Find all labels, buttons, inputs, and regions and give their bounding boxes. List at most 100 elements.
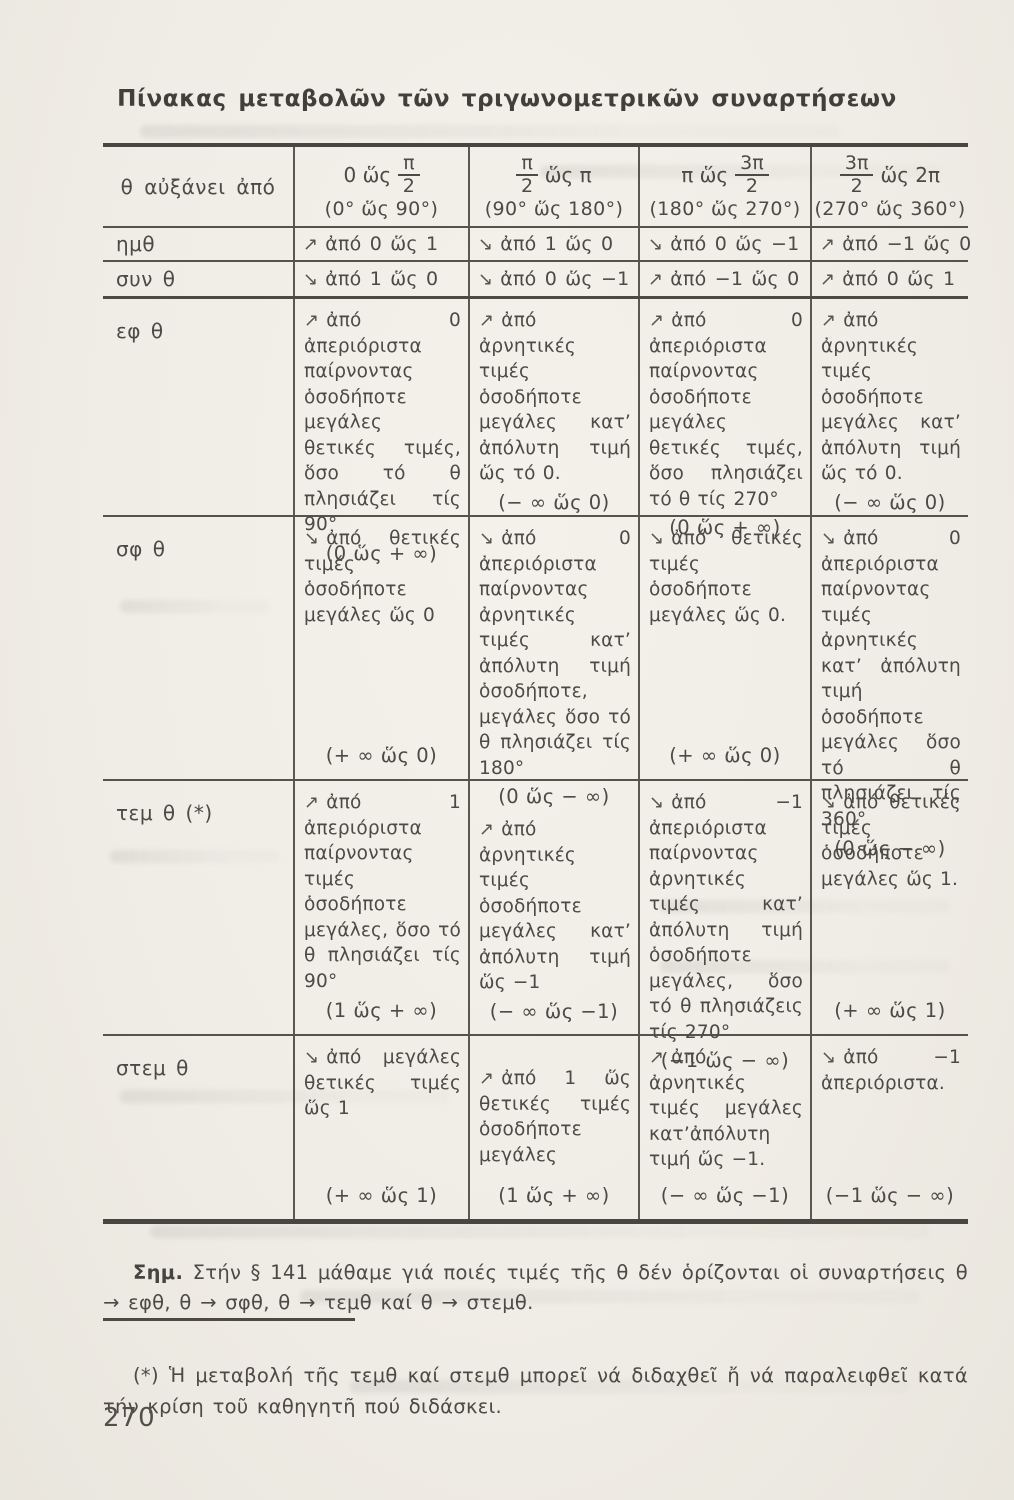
header-range-pre: π ὥς — [681, 162, 729, 187]
header-degrees: (90° ὥς 180°) — [484, 198, 624, 221]
trend-arrow: ↘ — [821, 792, 837, 813]
bleed-through-smudge — [120, 600, 270, 613]
trend-arrow: ↘ — [304, 1047, 320, 1068]
cell-text: ἀπό 0 ὥς −1 — [500, 268, 630, 290]
table-cell: ↘ ἀπό 0 ὥς −1 — [470, 262, 640, 296]
row-label: εφ θ — [103, 299, 295, 515]
cell-range: (0 ὥς + ∞) — [669, 516, 781, 540]
bleed-through-smudge — [660, 900, 950, 913]
table-row-cosine: συν θ ↘ ἀπό 1 ὥς 0 ↘ ἀπό 0 ὥς −1 ↗ ἀπό −1 ὥ… — [103, 262, 968, 299]
corner-header-cell: θ αὐξάνει ἀπό — [103, 147, 295, 226]
header-cell-quadrant-3: π ὥς 3π 2 (180° ὥς 270°) — [640, 147, 812, 226]
cell-range: (− ∞ ὥς 0) — [498, 490, 610, 514]
trend-arrow: ↗ — [479, 1068, 495, 1089]
cell-text: ἀπό 0 ὥς 1 — [842, 268, 956, 290]
cell-range: (−1 ὥς − ∞) — [660, 1049, 790, 1073]
table-cell: ↘ ἀπό θετικές τιμές ὁσοδήποτε μεγάλες ὥς … — [295, 517, 470, 779]
trend-arrow: ↘ — [478, 268, 494, 290]
trend-arrow: ↗ — [649, 1047, 665, 1068]
trend-arrow: ↘ — [649, 792, 665, 813]
cell-text: ἀπό 0 ἀπεριόριστα παίρνοντας ὁσοδήποτε μ… — [304, 310, 461, 536]
row-label: σφ θ — [103, 517, 295, 779]
table-cell: ↘ ἀπό 1 ὥς 0 — [470, 228, 640, 260]
cell-range: (1 ὥς + ∞) — [325, 999, 438, 1022]
table-cell: ↗ ἀπό −1 ὥς 0 — [640, 262, 812, 296]
cell-text: ἀπό ἀρνητικές τιμές ὁσοδήποτε μεγάλες κα… — [479, 819, 631, 994]
table-cell: ↘ ἀπό 1 ὥς 0 — [295, 262, 470, 296]
bleed-through-smudge — [110, 850, 280, 863]
trend-arrow: ↗ — [821, 310, 837, 331]
trend-arrow: ↗ — [479, 310, 495, 331]
table-cell: ↗ ἀπό ἀρνητικές τιμές ὁσοδήποτε μεγάλες κ… — [470, 781, 640, 1034]
cell-text: ἀπό ἀρνητικές τιμές ὁσοδήποτε μεγάλες κα… — [821, 310, 961, 485]
fraction: 3π 2 — [735, 153, 769, 197]
footnote-marker: (*) — [133, 1363, 159, 1387]
fraction: 3π 2 — [839, 153, 874, 197]
table-cell: ↘ ἀπό −1 ἀπεριόριστα παίρνοντας ἀρνητικές… — [640, 781, 812, 1072]
cell-text: ἀπό −1 ὥς 0 — [670, 268, 800, 290]
cell-text: ἀπό 1 ὥς 0 — [325, 268, 439, 290]
table-row-secant: τεμ θ (*) ↗ ἀπό 1 ἀπεριόριστα παίρνοντας … — [103, 781, 968, 1072]
trend-arrow: ↘ — [304, 528, 320, 549]
cell-range: (−1 ὥς − ∞) — [825, 1184, 955, 1207]
row-label: τεμ θ (*) — [103, 781, 295, 1034]
page-title: Πίνακας μεταβολῶν τῶν τριγωνομετρικῶν συ… — [117, 86, 897, 112]
table-row-tangent: εφ θ ↗ ἀπό 0 ἀπεριόριστα παίρνοντας ὁσοδή… — [103, 299, 968, 565]
trend-arrow: ↗ — [304, 792, 320, 813]
table-cell: ↗ ἀπό 0 ἀπεριόριστα παίρνοντας ὁσοδήποτε … — [295, 299, 470, 565]
bleed-through-smudge — [660, 960, 950, 973]
table-cell: ↘ ἀπό 0 ἀπεριόριστα παίρνοντας τιμές ἀρνη… — [812, 517, 968, 860]
table-cell: ↗ ἀπό 1 ἀπεριόριστα παίρνοντας τιμές ὁσοδ… — [295, 781, 470, 1034]
table-cell: ↗ ἀπό ἀρνητικές τιμές ὁσοδήποτε μεγάλες κ… — [470, 299, 640, 515]
trend-arrow: ↗ — [649, 310, 665, 331]
bleed-through-smudge — [300, 1290, 920, 1303]
table-cell: ↗ ἀπό 0 ὥς 1 — [295, 228, 470, 260]
footnote-text: Ἡ μεταβολή τῆς τεμθ καί στεμθ μπορεῖ νά … — [103, 1363, 968, 1418]
cell-text: ἀπό −1 ἀπεριόριστα. — [821, 1047, 961, 1094]
cell-text: ἀπό 0 ἀπεριόριστα παίρνοντας τιμές ἀρνητ… — [821, 528, 961, 830]
table-cell: ↘ ἀπό θετικές τιμές ὁσοδήποτε μεγάλες ὥς … — [812, 781, 968, 1034]
cell-range: (0 ὥς + ∞) — [325, 541, 438, 565]
trend-arrow: ↗ — [648, 268, 664, 290]
cell-text: ἀπό 0 ὥς 1 — [325, 233, 439, 255]
header-degrees: (180° ὥς 270°) — [649, 198, 801, 221]
table-cell: ↗ ἀπό 0 ἀπεριόριστα παίρνοντας ὁσοδήποτε … — [640, 299, 812, 539]
row-label: συν θ — [103, 262, 295, 296]
trend-arrow: ↗ — [479, 819, 495, 840]
table-cell: ↘ ἀπό θετικές τιμές ὁσοδήποτε μεγάλες ὥς … — [640, 517, 812, 779]
table-row-cotangent: σφ θ ↘ ἀπό θετικές τιμές ὁσοδήποτε μεγάλε… — [103, 517, 968, 860]
cell-range: (− ∞ ὥς 0) — [834, 490, 946, 514]
cell-text: ἀπό 1 ὥς θετικές τιμές ὁσοδήποτε μεγάλες — [479, 1068, 631, 1166]
cell-text: ἀπό ἀρνητικές τιμές ὁσοδήποτε μεγάλες κα… — [479, 310, 631, 485]
trend-arrow: ↗ — [820, 233, 836, 255]
cell-range: (0 ὥς − ∞) — [834, 836, 946, 860]
table-cell: ↘ ἀπό 0 ἀπεριόριστα παίρνοντας ἀρνητικές … — [470, 517, 640, 808]
cell-text: ἀπό 0 ἀπεριόριστα παίρνοντας ἀρνητικές τ… — [479, 528, 631, 779]
table-cell: ↘ ἀπό μεγάλες θετικές τιμές ὥς 1 (+ ∞ ὥς … — [295, 1036, 470, 1219]
trend-arrow: ↘ — [478, 233, 494, 255]
cell-text: ἀπό θετικές τιμές ὁσοδήποτε μεγάλες ὥς 0 — [304, 528, 461, 626]
cell-text: ἀπό 0 ὥς −1 — [670, 233, 800, 255]
remark-label: Σημ. — [133, 1260, 184, 1284]
trend-arrow: ↘ — [821, 1047, 837, 1068]
cell-text: ἀπό −1 ὥς 0 — [842, 233, 972, 255]
cell-range: (+ ∞ ὥς 1) — [325, 1184, 438, 1207]
table-cell: ↗ ἀπό −1 ὥς 0 — [812, 228, 972, 260]
header-range-post: ὥς 2π — [880, 162, 941, 187]
cell-text: ἀπό θετικές τιμές ὁσοδήποτε μεγάλες ὥς 0… — [649, 528, 803, 626]
trend-arrow: ↘ — [303, 268, 319, 290]
table-row-cosecant: στεμ θ ↘ ἀπό μεγάλες θετικές τιμές ὥς 1 (… — [103, 1036, 968, 1219]
bleed-through-smudge — [120, 1090, 450, 1103]
cell-text: ἀπό −1 ἀπεριόριστα παίρνοντας ἀρνητικές … — [649, 792, 803, 1043]
cell-range: (+ ∞ ὥς 0) — [669, 744, 781, 767]
bleed-through-smudge — [140, 125, 840, 138]
cell-range: (− ∞ ὥς −1) — [489, 999, 619, 1023]
footnote-rule — [103, 1318, 355, 1321]
trend-arrow: ↗ — [820, 268, 836, 290]
remark-paragraph: Σημ. Στήν § 141 μάθαμε γιά ποιές τιμές τ… — [103, 1258, 968, 1318]
cell-text: ἀπό 1 ὥς 0 — [500, 233, 614, 255]
